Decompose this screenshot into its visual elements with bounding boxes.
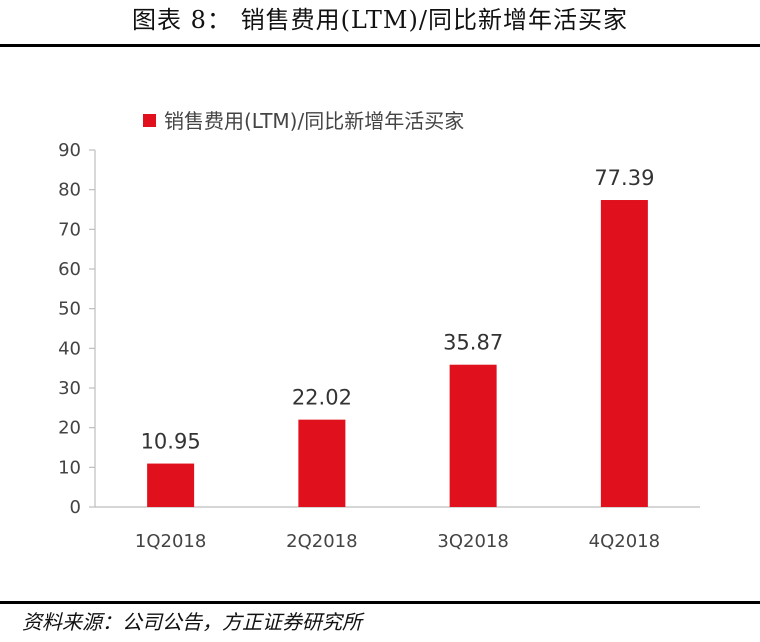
x-tick-label: 1Q2018 xyxy=(135,531,206,552)
y-tick: 0 xyxy=(70,497,95,518)
x-tick: 2Q2018 xyxy=(286,531,357,552)
y-tick-label: 30 xyxy=(58,378,81,399)
y-tick: 70 xyxy=(58,219,95,240)
x-tick-label: 3Q2018 xyxy=(437,531,508,552)
x-tick-label: 4Q2018 xyxy=(589,531,660,552)
data-labels: 10.95 22.02 35.87 77.39 xyxy=(141,166,655,454)
y-tick-label: 50 xyxy=(58,299,81,320)
y-tick: 10 xyxy=(58,457,95,478)
source-note: 资料来源：公司公告，方正证券研究所 xyxy=(22,610,362,634)
y-tick: 90 xyxy=(58,140,95,161)
x-tick: 3Q2018 xyxy=(437,531,508,552)
x-tick: 4Q2018 xyxy=(589,531,660,552)
y-tick-label: 20 xyxy=(58,418,81,439)
y-tick-label: 40 xyxy=(58,338,81,359)
bar-chart: 销售费用(LTM)/同比新增年活买家 0 10 20 30 40 50 60 70 80 90 1Q… xyxy=(58,109,700,552)
y-tick-label: 90 xyxy=(58,140,81,161)
data-label: 77.39 xyxy=(594,166,654,190)
bar xyxy=(600,200,648,508)
y-tick-label: 60 xyxy=(58,259,81,280)
data-label: 10.95 xyxy=(141,430,201,454)
figure-title: 图表 8： 销售费用(LTM)/同比新增年活买家 xyxy=(132,6,628,34)
title-rule xyxy=(0,44,760,47)
legend-label: 销售费用(LTM)/同比新增年活买家 xyxy=(164,109,464,133)
x-tick: 1Q2018 xyxy=(135,531,206,552)
y-tick: 30 xyxy=(58,378,95,399)
bar xyxy=(298,419,346,507)
y-tick: 40 xyxy=(58,338,95,359)
y-tick-label: 10 xyxy=(58,457,81,478)
bar xyxy=(147,463,195,507)
bar xyxy=(449,364,497,507)
chart-legend: 销售费用(LTM)/同比新增年活买家 xyxy=(143,109,464,133)
bars xyxy=(147,200,648,508)
y-tick-label: 0 xyxy=(70,497,81,518)
y-tick-label: 70 xyxy=(58,219,81,240)
data-label: 35.87 xyxy=(443,331,503,355)
footer-rule xyxy=(0,601,760,604)
legend-swatch xyxy=(143,114,156,127)
data-label: 22.02 xyxy=(292,386,352,410)
y-tick: 60 xyxy=(58,259,95,280)
x-tick-label: 2Q2018 xyxy=(286,531,357,552)
y-tick: 50 xyxy=(58,299,95,320)
y-tick: 80 xyxy=(58,180,95,201)
axes: 0 10 20 30 40 50 60 70 80 90 1Q2018 2Q2018 3Q2018 4Q2… xyxy=(58,140,700,552)
y-tick-label: 80 xyxy=(58,180,81,201)
y-tick: 20 xyxy=(58,418,95,439)
